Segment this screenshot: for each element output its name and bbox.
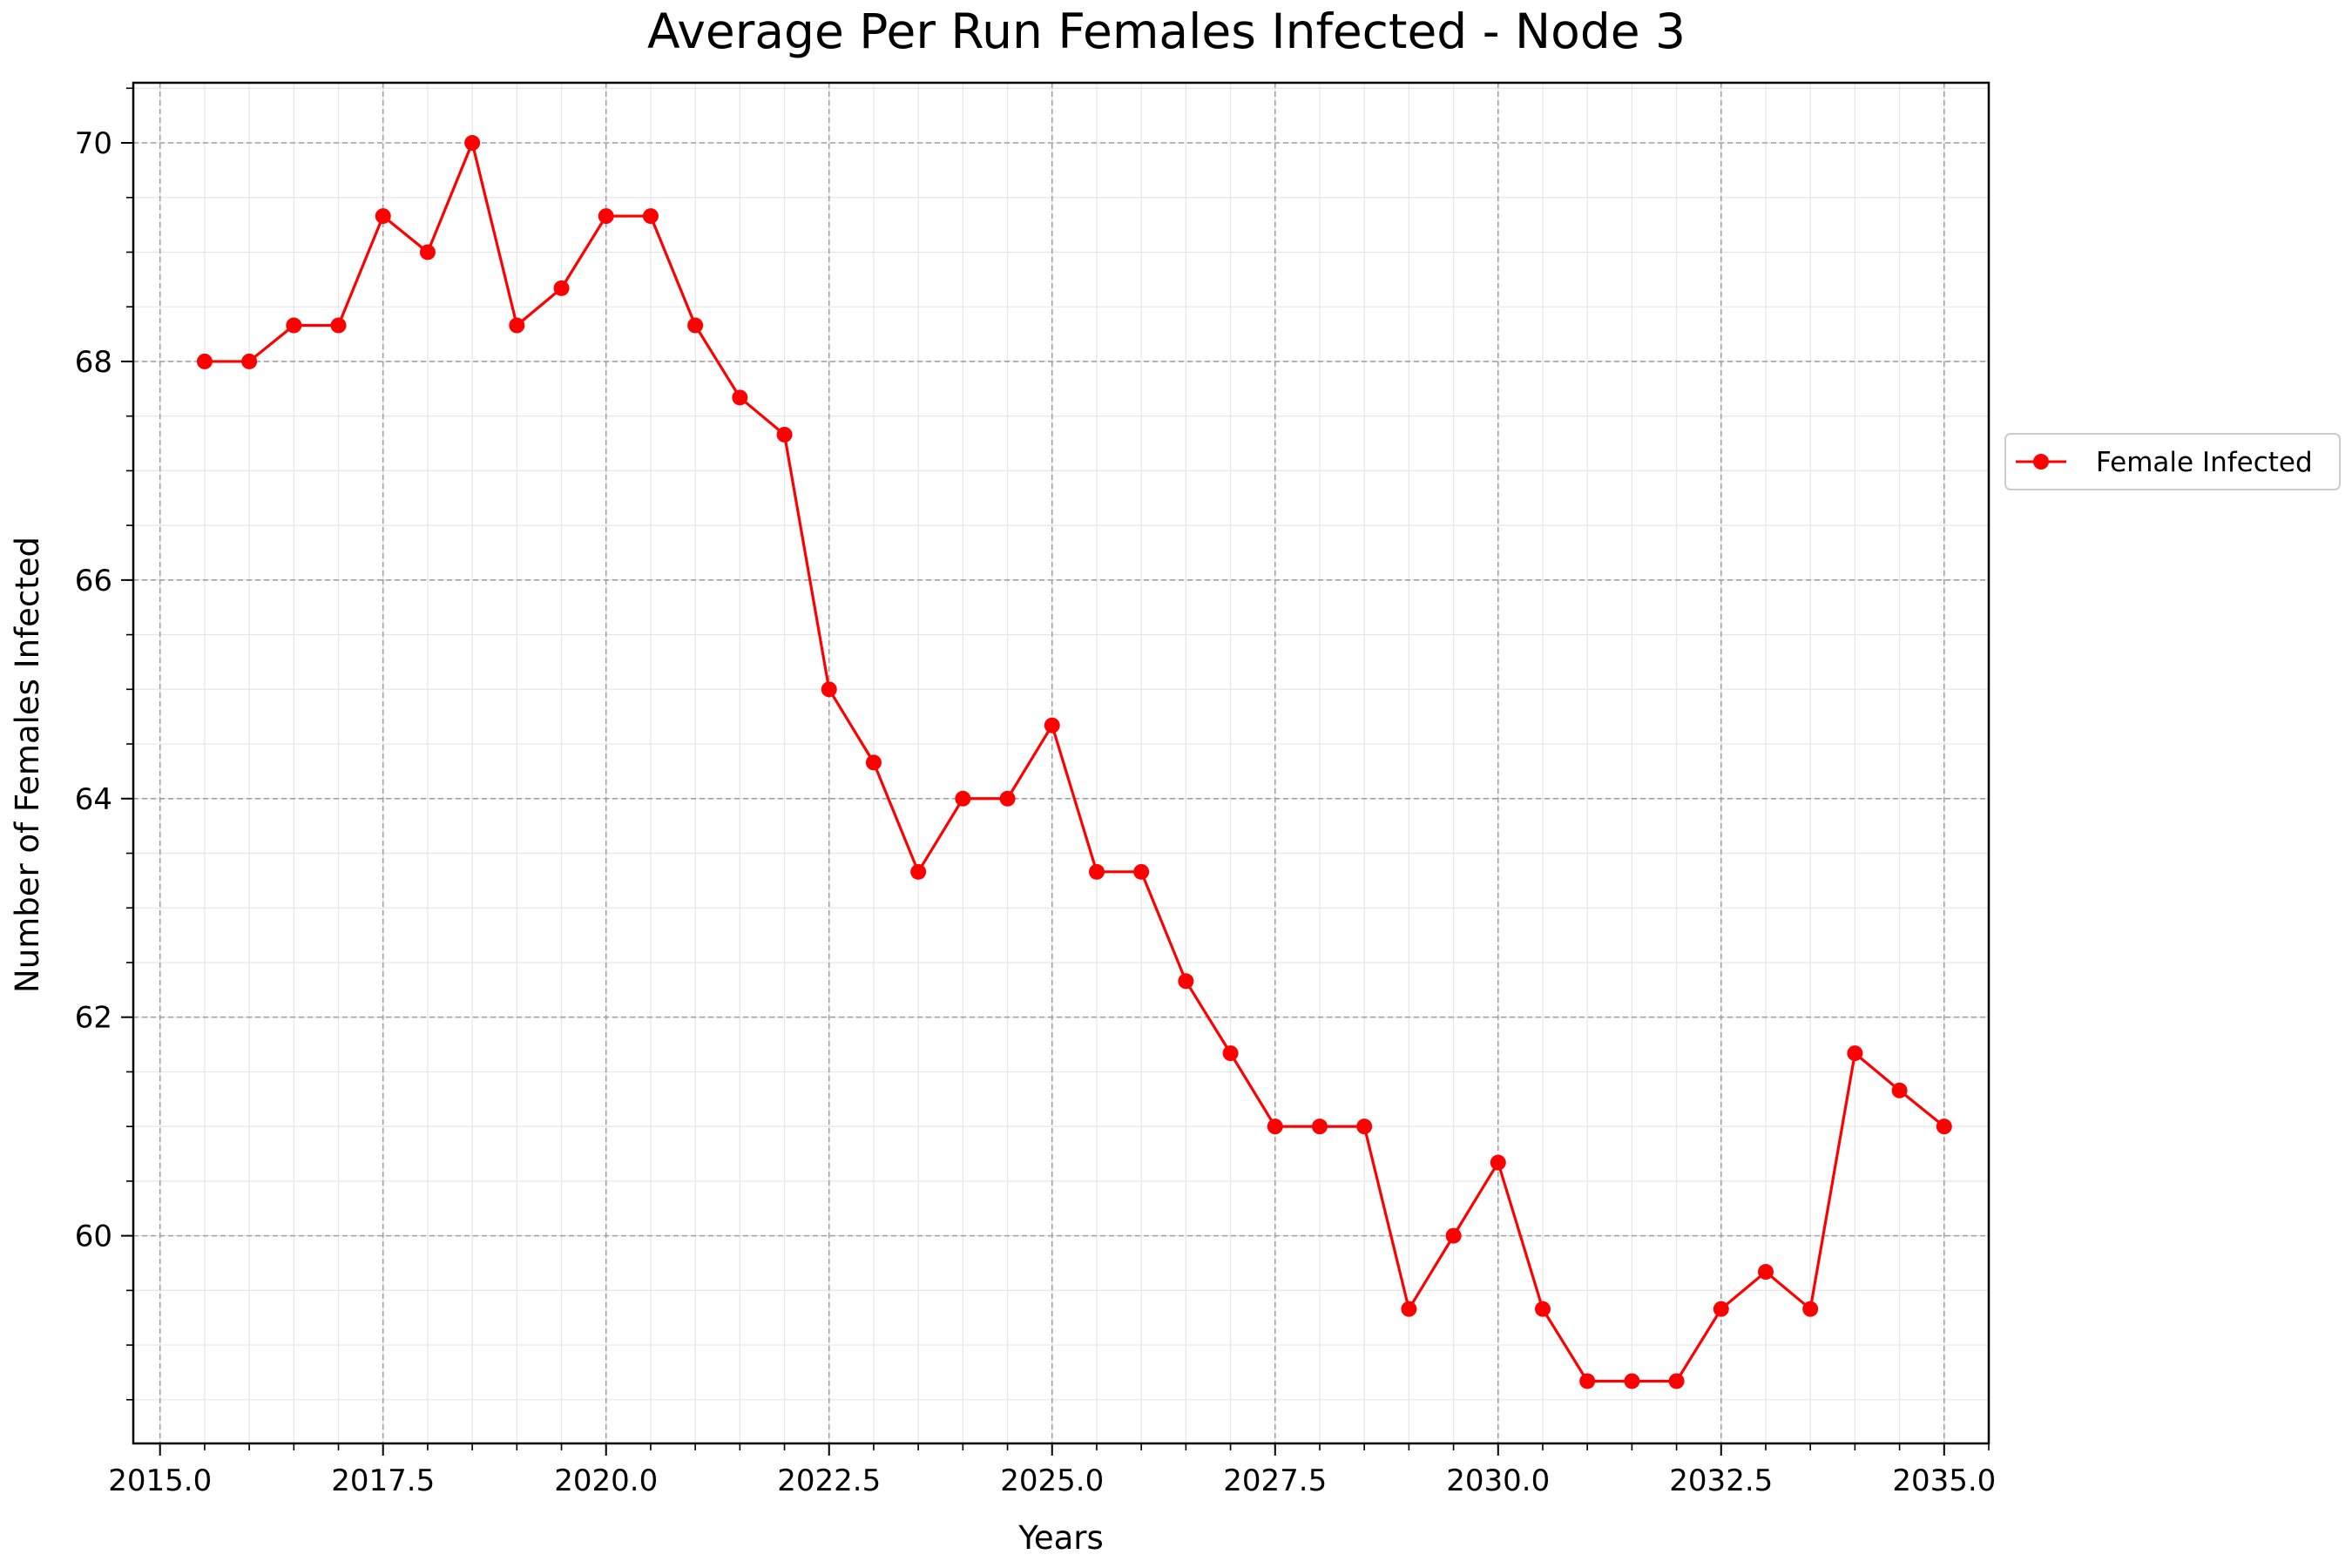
x-tick-label: 2015.0 <box>108 1463 212 1498</box>
data-point <box>1044 717 1060 733</box>
y-axis-tick-labels: 60 62 64 66 68 70 <box>75 126 112 1254</box>
x-axis-tick-labels: 2015.0 2017.5 2020.0 2022.5 2025.0 2027.5 2030… <box>108 1463 1996 1498</box>
x-tick-label: 2025.0 <box>1000 1463 1104 1498</box>
y-tick-label: 64 <box>75 782 112 817</box>
data-point <box>865 754 882 771</box>
data-point <box>1891 1082 1908 1098</box>
data-point <box>1757 1264 1774 1281</box>
data-point <box>1579 1373 1596 1389</box>
y-tick-label: 62 <box>75 1001 112 1036</box>
data-point <box>1847 1045 1863 1062</box>
minor-gridlines <box>133 83 1990 1443</box>
x-tick-label: 2020.0 <box>554 1463 658 1498</box>
y-tick-label: 70 <box>75 126 112 161</box>
data-point <box>509 317 525 334</box>
data-point <box>1311 1119 1328 1135</box>
y-tick-label: 68 <box>75 345 112 380</box>
x-tick-label: 2035.0 <box>1892 1463 1996 1498</box>
data-point <box>1088 863 1105 880</box>
data-point <box>1267 1119 1283 1135</box>
data-point <box>1490 1154 1506 1171</box>
data-point <box>196 353 213 369</box>
legend: Female Infected <box>2004 433 2341 490</box>
data-point <box>1356 1119 1373 1135</box>
x-tick-label: 2017.5 <box>331 1463 435 1498</box>
data-point <box>687 317 704 334</box>
x-tick-label: 2027.5 <box>1223 1463 1327 1498</box>
legend-marker <box>2033 454 2049 470</box>
data-point <box>1936 1119 1952 1135</box>
data-point <box>1178 973 1194 990</box>
data-point <box>821 681 837 698</box>
y-tick-label: 60 <box>75 1220 112 1254</box>
data-point <box>1222 1045 1239 1062</box>
data-point <box>642 208 659 225</box>
series-layer <box>196 135 1952 1389</box>
legend-box <box>2004 433 2341 490</box>
axis-ticks <box>121 87 1990 1456</box>
x-tick-label: 2032.5 <box>1669 1463 1773 1498</box>
data-point <box>1445 1227 1462 1244</box>
data-point <box>1534 1301 1551 1317</box>
x-tick-label: 2030.0 <box>1446 1463 1550 1498</box>
x-tick-label: 2022.5 <box>777 1463 881 1498</box>
data-point <box>1668 1373 1685 1389</box>
data-point <box>330 317 347 334</box>
y-tick-label: 66 <box>75 564 112 598</box>
data-point <box>732 389 748 406</box>
data-point <box>910 863 927 880</box>
data-point <box>464 135 481 152</box>
data-point <box>241 353 258 369</box>
data-point <box>1133 863 1150 880</box>
series-line-female-infected <box>204 141 1945 1383</box>
data-point <box>286 317 302 334</box>
chart-title: Average Per Run Females Infected - Node … <box>647 3 1686 59</box>
data-point <box>1802 1301 1819 1317</box>
data-point <box>1401 1301 1417 1317</box>
data-point <box>598 208 614 225</box>
data-point <box>776 426 793 443</box>
data-point <box>1624 1373 1640 1389</box>
plot-area-frame <box>132 81 1990 1445</box>
data-point <box>955 790 971 807</box>
x-axis-label: Years <box>1017 1519 1104 1557</box>
data-point <box>553 280 570 296</box>
data-point <box>375 208 391 225</box>
y-axis-label: Number of Females Infected <box>9 537 46 993</box>
data-point <box>419 244 436 260</box>
major-gridlines <box>133 83 1989 1443</box>
legend-label-female-infected: Female Infected <box>2096 447 2313 478</box>
data-point <box>999 790 1016 807</box>
data-point <box>1713 1301 1729 1317</box>
